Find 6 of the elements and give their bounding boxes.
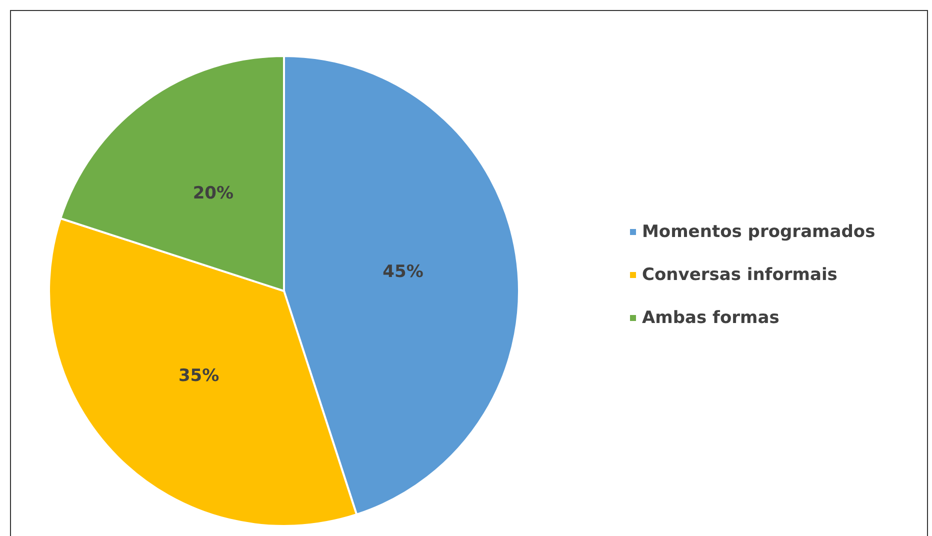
data-label: 20% [192,184,234,204]
legend-label: Ambas formas [642,308,780,328]
legend-label: Conversas informais [642,265,838,285]
data-label: 35% [178,366,220,386]
data-label: 45% [382,262,424,282]
legend-label: Momentos programados [642,222,876,242]
